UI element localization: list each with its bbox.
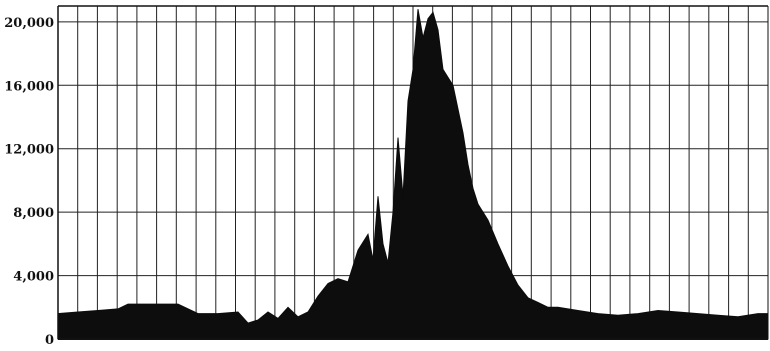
y-tick-label: 20,000 (4, 16, 54, 31)
y-tick-label: 4,000 (13, 270, 54, 285)
y-tick-labels: 0 4,000 8,000 12,000 16,000 20,000 (4, 16, 54, 348)
y-tick-label: 16,000 (4, 79, 54, 94)
y-tick-label: 0 (45, 333, 54, 348)
area-series (57, 9, 769, 340)
y-tick-label: 8,000 (13, 206, 54, 221)
y-tick-label: 12,000 (4, 143, 54, 158)
